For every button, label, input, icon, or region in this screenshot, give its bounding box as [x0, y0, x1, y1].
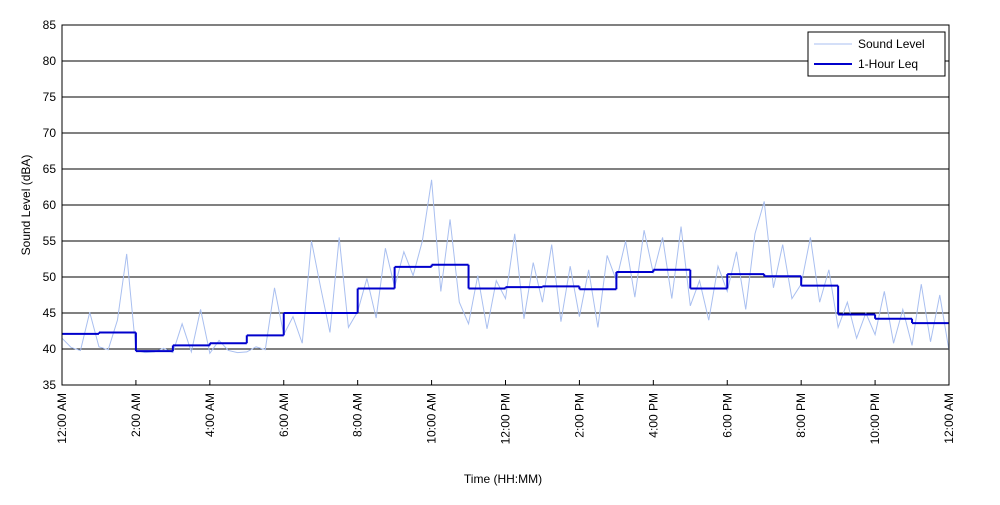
y-tick-label: 40 [43, 342, 57, 356]
x-axis-label: Time (HH:MM) [464, 472, 542, 486]
x-tick-label: 2:00 AM [129, 393, 143, 437]
legend-label: 1-Hour Leq [858, 57, 918, 71]
x-tick-label: 10:00 PM [868, 393, 882, 444]
x-tick-label: 12:00 AM [55, 393, 69, 444]
legend-box [807, 31, 946, 77]
y-tick-label: 70 [43, 126, 57, 140]
y-tick-label: 45 [43, 306, 57, 320]
y-tick-label: 80 [43, 54, 57, 68]
y-tick-label: 65 [43, 162, 57, 176]
x-tick-label: 6:00 PM [720, 393, 734, 438]
x-tick-label: 4:00 AM [203, 393, 217, 437]
y-tick-label: 60 [43, 198, 57, 212]
x-tick-label: 2:00 PM [572, 393, 586, 438]
x-tick-label: 12:00 PM [499, 393, 513, 444]
x-tick-label: 6:00 AM [277, 393, 291, 437]
plot-frame [61, 24, 950, 386]
x-tick-label: 12:00 AM [942, 393, 956, 444]
x-tick-label: 8:00 PM [794, 393, 808, 438]
x-tick-label: 4:00 PM [646, 393, 660, 438]
y-axis-label: Sound Level (dBA) [19, 155, 33, 256]
x-tick-label: 10:00 AM [425, 393, 439, 444]
x-tick-label: 8:00 AM [351, 393, 365, 437]
legend-label: Sound Level [858, 37, 925, 51]
y-tick-label: 85 [43, 18, 57, 32]
y-tick-label: 75 [43, 90, 57, 104]
y-tick-label: 50 [43, 270, 57, 284]
y-tick-label: 35 [43, 378, 57, 392]
y-tick-label: 55 [43, 234, 57, 248]
